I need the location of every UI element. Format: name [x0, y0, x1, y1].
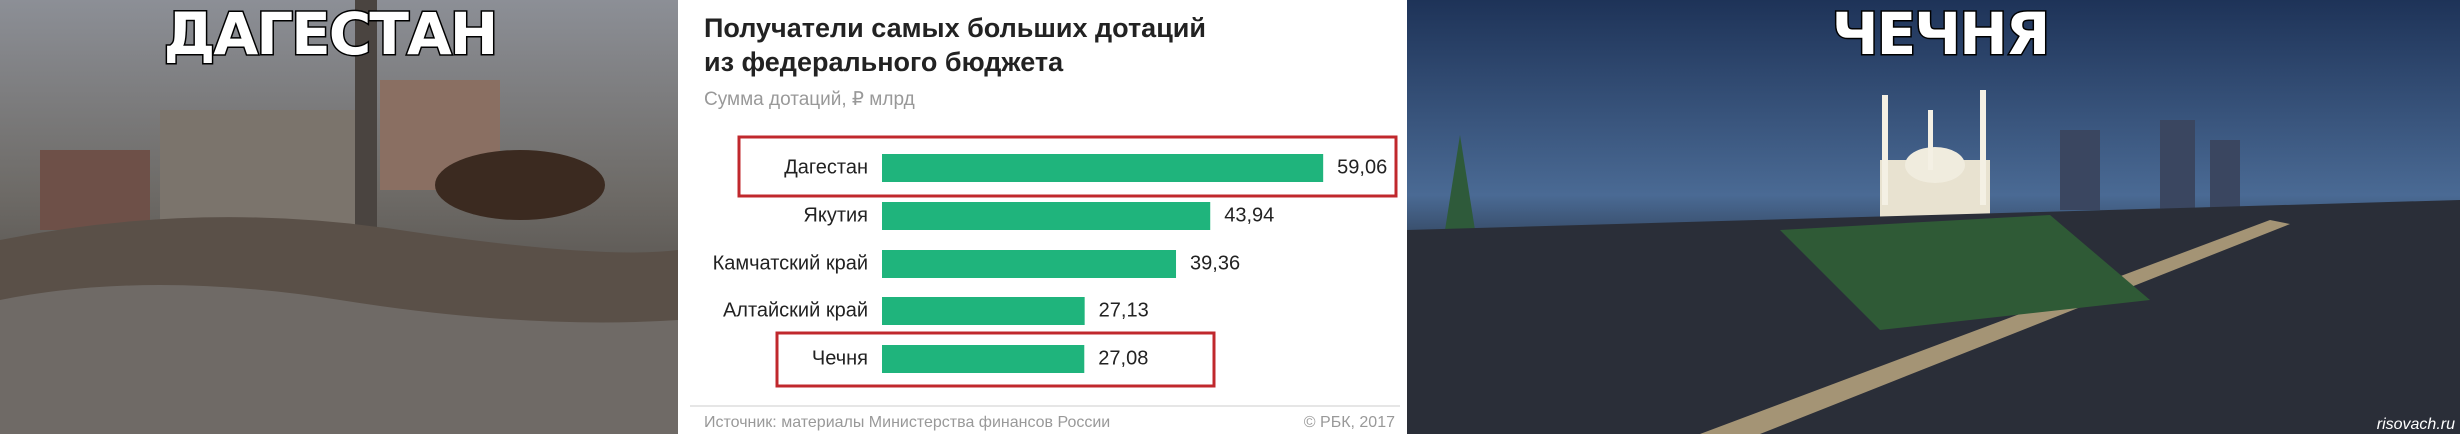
value-label: 27,13 [1099, 299, 1149, 321]
credit: © РБК, 2017 [1304, 414, 1395, 431]
caption: ДАГЕСТАН [164, 0, 497, 68]
bar [882, 345, 1085, 373]
right-photo: ЧЕЧНЯ risovach.ru [1407, 0, 2460, 434]
bar [882, 154, 1324, 182]
category-label: Алтайский край [723, 299, 868, 321]
category-label: Якутия [803, 204, 868, 226]
left-photo: ДАГЕСТАН [0, 0, 678, 434]
chart-title: Получатели самых больших дотаций [704, 13, 1206, 43]
category-label: Дагестан [784, 156, 868, 178]
category-label: Камчатский край [713, 252, 868, 274]
highlight-box [775, 331, 1216, 388]
watermark: risovach.ru [2377, 416, 2455, 433]
value-label: 27,08 [1098, 347, 1148, 369]
bar [882, 250, 1177, 278]
source: Источник: материалы Министерства финансо… [704, 414, 1110, 431]
bar [882, 202, 1211, 230]
chart-title: из федерального бюджета [704, 47, 1064, 77]
chart-subtitle: Сумма дотаций, ₽ млрд [704, 89, 915, 110]
value-label: 43,94 [1224, 204, 1274, 226]
value-label: 59,06 [1337, 156, 1387, 178]
caption: ЧЕЧНЯ [1832, 0, 2049, 68]
bar [882, 297, 1085, 325]
chart: Получатели самых больших дотаций из феде… [690, 13, 1400, 431]
value-label: 39,36 [1190, 252, 1240, 274]
highlight-box [737, 135, 1398, 198]
category-label: Чечня [812, 347, 868, 369]
